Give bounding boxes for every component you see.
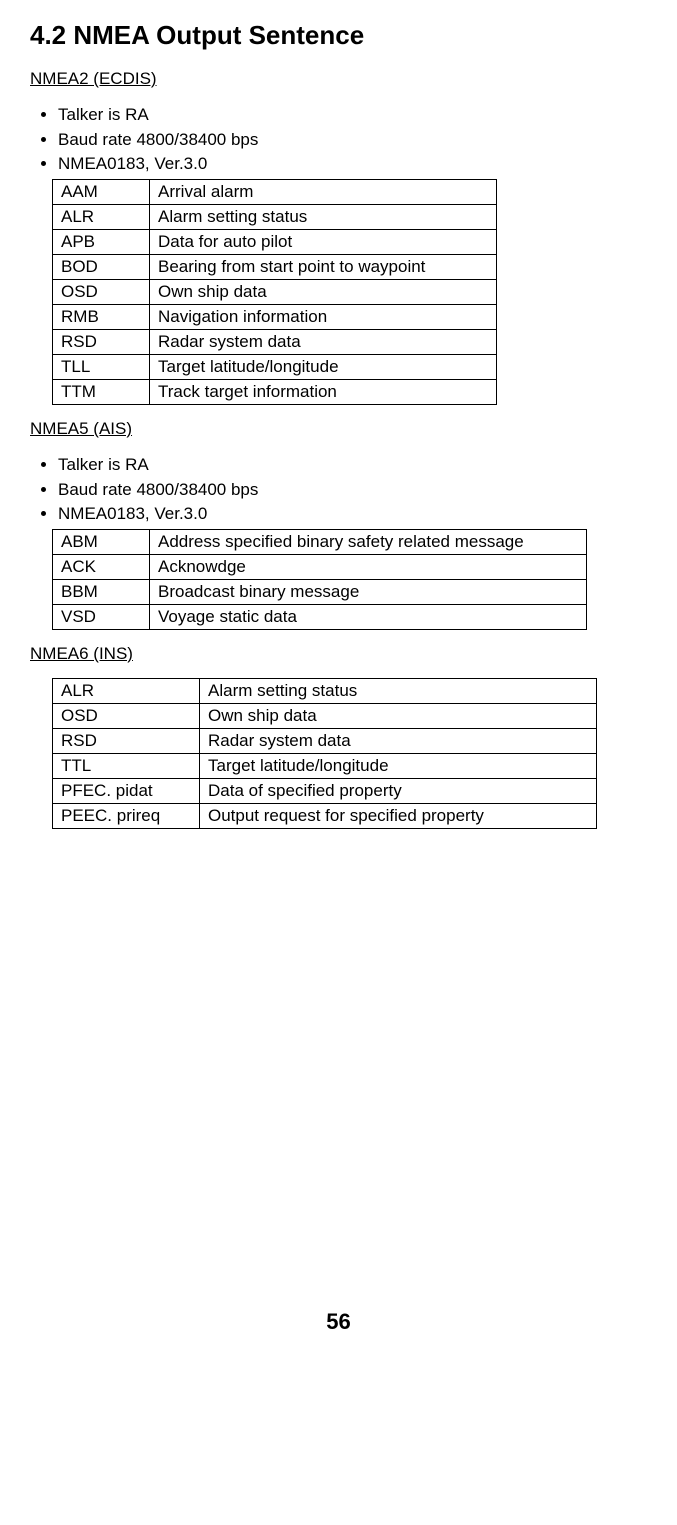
table-cell: AAM <box>53 179 150 204</box>
list-item: Baud rate 4800/38400 bps <box>58 478 647 503</box>
table-row: BODBearing from start point to waypoint <box>53 254 497 279</box>
table-row: OSDOwn ship data <box>53 279 497 304</box>
table-row: OSDOwn ship data <box>53 703 597 728</box>
table-cell: Address specified binary safety related … <box>150 529 587 554</box>
table-cell: PFEC. pidat <box>53 778 200 803</box>
table-cell: Acknowdge <box>150 554 587 579</box>
table-cell: TTM <box>53 379 150 404</box>
table-cell: APB <box>53 229 150 254</box>
table-row: RSDRadar system data <box>53 329 497 354</box>
table-cell: Output request for specified property <box>200 803 597 828</box>
table-cell: Track target information <box>150 379 497 404</box>
subheading-nmea5: NMEA5 (AIS) <box>30 419 647 439</box>
table-row: ALRAlarm setting status <box>53 204 497 229</box>
table-cell: Target latitude/longitude <box>150 354 497 379</box>
table-cell: Radar system data <box>150 329 497 354</box>
table-cell: PEEC. prireq <box>53 803 200 828</box>
table-cell: Arrival alarm <box>150 179 497 204</box>
table-row: RMBNavigation information <box>53 304 497 329</box>
list-item: Talker is RA <box>58 103 647 128</box>
table-row: TLLTarget latitude/longitude <box>53 354 497 379</box>
table-row: AAMArrival alarm <box>53 179 497 204</box>
table-cell: Own ship data <box>150 279 497 304</box>
table-cell: TLL <box>53 354 150 379</box>
table-nmea6: ALRAlarm setting status OSDOwn ship data… <box>52 678 597 829</box>
table-row: PEEC. prireqOutput request for specified… <box>53 803 597 828</box>
table-cell: Radar system data <box>200 728 597 753</box>
list-item: NMEA0183, Ver.3.0 <box>58 502 647 527</box>
list-item: Baud rate 4800/38400 bps <box>58 128 647 153</box>
table-cell: Own ship data <box>200 703 597 728</box>
table-row: TTMTrack target information <box>53 379 497 404</box>
table-cell: ALR <box>53 678 200 703</box>
table-cell: Alarm setting status <box>150 204 497 229</box>
table-cell: OSD <box>53 703 200 728</box>
table-row: VSDVoyage static data <box>53 604 587 629</box>
table-nmea5: ABMAddress specified binary safety relat… <box>52 529 587 630</box>
bullet-list-2: Talker is RA Baud rate 4800/38400 bps NM… <box>30 453 647 527</box>
table-cell: Target latitude/longitude <box>200 753 597 778</box>
section-heading: 4.2 NMEA Output Sentence <box>30 20 647 51</box>
table-cell: Data of specified property <box>200 778 597 803</box>
table-cell: ALR <box>53 204 150 229</box>
table-cell: Bearing from start point to waypoint <box>150 254 497 279</box>
table-row: BBMBroadcast binary message <box>53 579 587 604</box>
table-row: ALRAlarm setting status <box>53 678 597 703</box>
table-cell: RSD <box>53 728 200 753</box>
table-row: PFEC. pidatData of specified property <box>53 778 597 803</box>
table-row: ACKAcknowdge <box>53 554 587 579</box>
table-cell: TTL <box>53 753 200 778</box>
subheading-nmea2: NMEA2 (ECDIS) <box>30 69 647 89</box>
table-row: ABMAddress specified binary safety relat… <box>53 529 587 554</box>
page-number: 56 <box>30 1309 647 1335</box>
list-item: Talker is RA <box>58 453 647 478</box>
table-cell: Navigation information <box>150 304 497 329</box>
table-cell: Broadcast binary message <box>150 579 587 604</box>
table-cell: Data for auto pilot <box>150 229 497 254</box>
table-cell: BOD <box>53 254 150 279</box>
table-cell: ABM <box>53 529 150 554</box>
bullet-list-1: Talker is RA Baud rate 4800/38400 bps NM… <box>30 103 647 177</box>
table-row: TTLTarget latitude/longitude <box>53 753 597 778</box>
list-item: NMEA0183, Ver.3.0 <box>58 152 647 177</box>
table-row: APBData for auto pilot <box>53 229 497 254</box>
table-cell: RMB <box>53 304 150 329</box>
table-nmea2: AAMArrival alarm ALRAlarm setting status… <box>52 179 497 405</box>
table-cell: RSD <box>53 329 150 354</box>
table-row: RSDRadar system data <box>53 728 597 753</box>
table-cell: BBM <box>53 579 150 604</box>
table-cell: OSD <box>53 279 150 304</box>
table-cell: VSD <box>53 604 150 629</box>
table-cell: Alarm setting status <box>200 678 597 703</box>
table-cell: ACK <box>53 554 150 579</box>
subheading-nmea6: NMEA6 (INS) <box>30 644 647 664</box>
table-cell: Voyage static data <box>150 604 587 629</box>
